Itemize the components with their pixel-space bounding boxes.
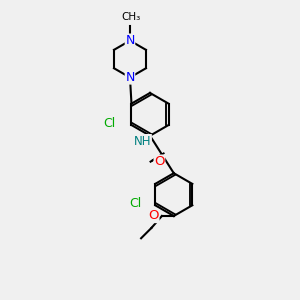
Text: O: O xyxy=(154,155,165,168)
Text: O: O xyxy=(148,209,159,223)
Text: Cl: Cl xyxy=(130,197,142,210)
Text: CH₃: CH₃ xyxy=(122,12,141,22)
Text: N: N xyxy=(125,71,135,84)
Text: N: N xyxy=(125,34,135,47)
Text: Cl: Cl xyxy=(103,117,115,130)
Text: NH: NH xyxy=(134,135,151,148)
